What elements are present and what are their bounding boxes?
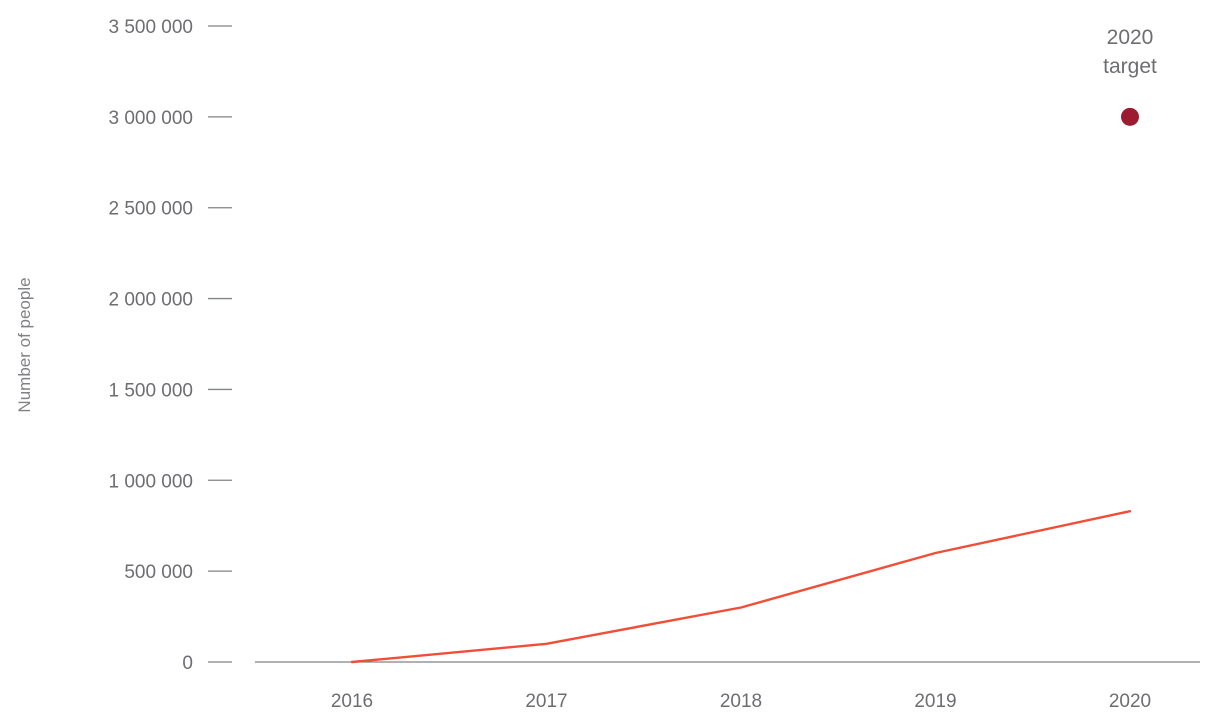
y-tick-label: 3 000 000 [108, 108, 193, 129]
series-layer [350, 510, 1132, 664]
target-label-line2: target [1103, 55, 1157, 78]
target-point [1121, 107, 1139, 126]
y-tick-label: 0 [182, 653, 193, 674]
target-marker-group: 2020 target [1103, 26, 1157, 126]
x-tick-label: 2018 [720, 691, 762, 712]
series-line [350, 510, 1132, 664]
y-axis-label: Number of people [15, 277, 34, 412]
x-tick-label: 2017 [525, 691, 567, 712]
y-tick-label: 2 500 000 [108, 199, 193, 220]
y-tick-label: 2 000 000 [108, 290, 193, 311]
y-tick-label: 1 000 000 [108, 471, 193, 492]
target-label-line1: 2020 [1107, 26, 1154, 49]
y-tick-label: 500 000 [124, 562, 193, 583]
y-tick-label: 3 500 000 [108, 17, 193, 38]
x-tick-label: 2019 [914, 691, 956, 712]
y-tick-label: 1 500 000 [108, 380, 193, 401]
x-tick-label: 2016 [331, 691, 373, 712]
x-axis: 2016 2017 2018 2019 2020 [331, 691, 1151, 712]
x-tick-label: 2020 [1109, 691, 1151, 712]
y-axis: 0 500 000 1 000 000 1 500 000 2 000 000 2 500… [108, 17, 232, 674]
